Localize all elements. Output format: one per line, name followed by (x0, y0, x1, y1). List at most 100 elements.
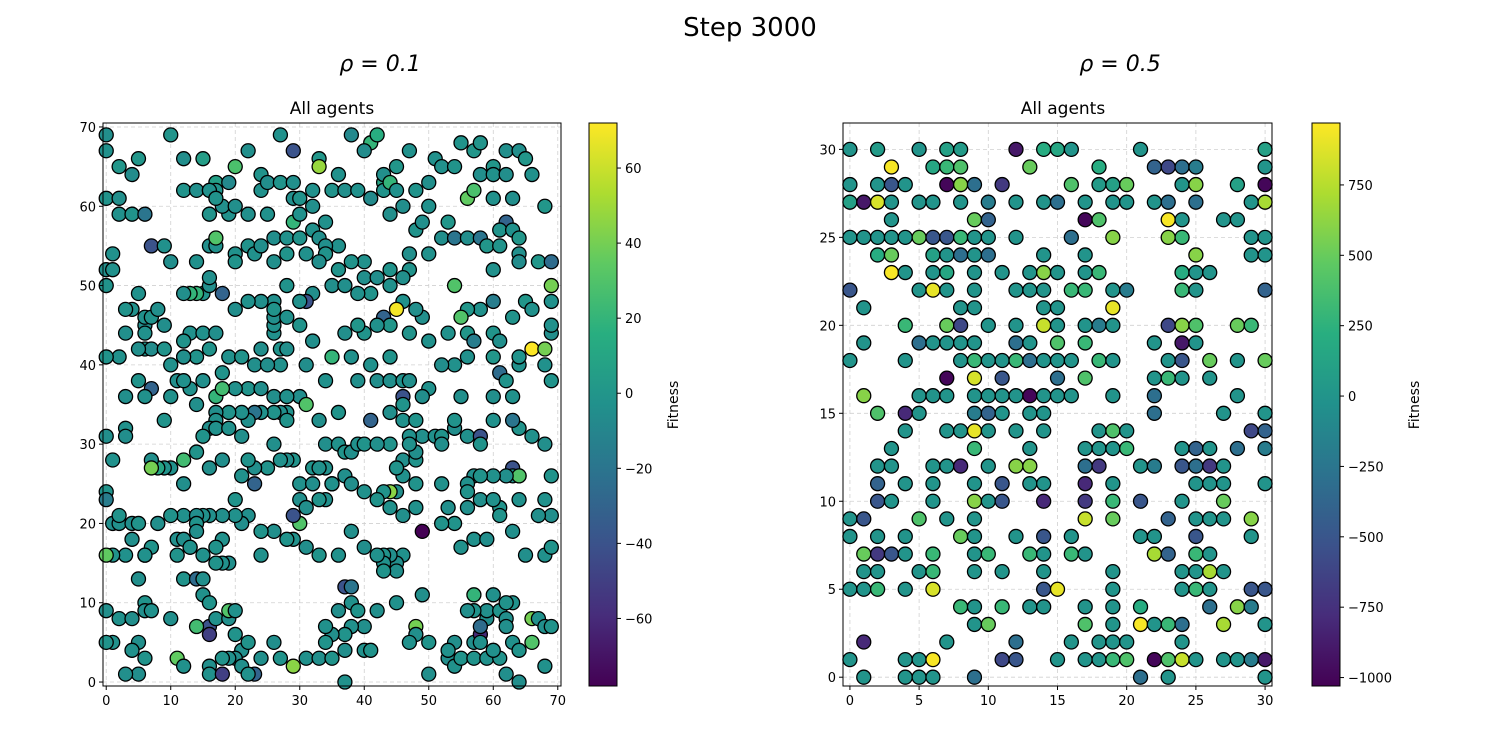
scatter-point-left-169 (317, 214, 334, 230)
scatter-point-right-211 (1215, 405, 1232, 421)
scatter-point-left-44 (504, 190, 521, 206)
scatter-point-right-71 (897, 229, 913, 246)
scatter-point-left-329 (479, 603, 495, 619)
scatter-point-left-554 (485, 166, 501, 183)
scatter-point-left-438 (414, 428, 430, 444)
scatter-point-left-349 (472, 618, 489, 635)
y-tick-label-left-2: 20 (79, 517, 96, 532)
scatter-point-left-561 (356, 254, 372, 270)
scatter-point-right-13 (939, 159, 955, 175)
x-tick-label-left-6: 60 (485, 694, 502, 709)
scatter-point-left-535 (208, 190, 224, 206)
panel-left-title: ρ = 0.1 (339, 52, 420, 77)
scatter-point-right-150 (939, 335, 955, 351)
scatter-point-left-12 (195, 151, 211, 167)
scatter-point-right-339 (1202, 581, 1218, 597)
colorbar-tick-label-left-4: 20 (625, 312, 642, 327)
scatter-point-left-381 (311, 547, 327, 563)
scatter-point-left-268 (195, 571, 211, 587)
x-tick-label-right-1: 5 (915, 694, 923, 709)
figure-suptitle: Step 3000 (683, 13, 817, 43)
scatter-point-left-285 (214, 666, 230, 682)
scatter-point-left-475 (504, 412, 521, 429)
scatter-point-left-330 (485, 587, 501, 603)
x-tick-label-right-6: 30 (1257, 694, 1274, 709)
scatter-point-right-52 (1119, 194, 1135, 210)
scatter-point-right-145 (1229, 317, 1246, 333)
scatter-point-right-332 (897, 581, 913, 597)
colorbar-left: −60 −40 −20 0 20 40 60 (588, 122, 652, 687)
scatter-point-left-303 (337, 626, 353, 643)
scatter-point-left-361 (408, 476, 424, 492)
scatter-point-left-277 (227, 603, 243, 619)
scatter-point-left-22 (330, 166, 347, 183)
scatter-point-right-257 (994, 476, 1010, 492)
scatter-point-right-353 (966, 616, 983, 633)
scatter-point-right-79 (1063, 229, 1079, 246)
scatter-point-left-382 (298, 539, 314, 555)
scatter-point-right-4 (952, 141, 969, 158)
scatter-point-right-24 (883, 176, 900, 193)
scatter-point-right-103 (1022, 264, 1038, 281)
scatter-point-right-313 (1146, 546, 1163, 562)
scatter-point-left-505 (234, 468, 250, 484)
scatter-point-left-193 (279, 309, 295, 325)
scatter-point-right-188 (911, 388, 927, 404)
scatter-point-right-307 (966, 546, 983, 562)
scatter-point-left-104 (324, 349, 340, 365)
scatter-point-right-363 (856, 634, 872, 650)
scatter-point-left-309 (343, 579, 360, 595)
scatter-point-right-221 (1105, 423, 1121, 439)
scatter-point-right-171 (1091, 352, 1107, 369)
scatter-point-right-57 (1257, 194, 1273, 210)
scatter-point-left-129 (188, 396, 205, 413)
scatter-point-left-460 (485, 468, 501, 484)
scatter-point-left-73 (440, 325, 456, 341)
scatter-point-right-292 (897, 528, 913, 545)
scatter-point-right-162 (952, 352, 969, 369)
scatter-point-right-213 (897, 423, 913, 439)
scatter-point-right-16 (1091, 159, 1107, 175)
scatter-point-right-364 (939, 634, 955, 650)
scatter-point-right-289 (1243, 511, 1259, 527)
scatter-point-right-329 (842, 581, 858, 597)
scatter-point-left-247 (117, 547, 134, 563)
scatter-point-left-241 (111, 507, 127, 524)
scatter-point-left-106 (330, 262, 347, 278)
scatter-point-left-231 (130, 373, 147, 389)
scatter-point-right-182 (1077, 370, 1093, 386)
scatter-point-left-215 (208, 420, 224, 436)
scatter-point-right-285 (1160, 511, 1176, 527)
scatter-point-left-443 (459, 428, 476, 444)
scatter-point-left-358 (414, 587, 430, 603)
scatter-point-right-383 (1160, 651, 1176, 668)
colorbar-tick-label-left-5: 40 (625, 237, 642, 252)
scatter-point-left-177 (201, 269, 218, 286)
scatter-point-left-553 (472, 166, 489, 183)
scatter-point-right-374 (925, 651, 941, 668)
scatter-point-left-28 (388, 158, 405, 175)
scatter-point-right-387 (1229, 651, 1246, 668)
scatter-point-left-414 (292, 476, 308, 492)
scatter-point-left-346 (485, 642, 501, 658)
scatter-point-left-560 (356, 269, 372, 286)
scatter-point-right-26 (939, 176, 955, 193)
scatter-point-left-259 (130, 666, 147, 682)
scatter-point-right-331 (869, 581, 886, 597)
colorbar-tick-label-left-3: 0 (625, 387, 633, 402)
scatter-point-left-306 (317, 634, 334, 651)
scatter-point-left-34 (453, 135, 469, 151)
scatter-point-left-296 (324, 650, 340, 666)
scatter-point-right-58 (883, 212, 900, 228)
scatter-point-right-22 (842, 176, 858, 193)
scatter-point-right-143 (1174, 317, 1190, 333)
scatter-point-right-367 (1091, 634, 1107, 650)
scatter-point-right-258 (1022, 476, 1038, 492)
scatter-point-left-40 (517, 151, 534, 167)
scatter-point-right-154 (1022, 335, 1038, 351)
scatter-point-right-311 (1063, 546, 1079, 562)
scatter-point-left-393 (227, 492, 243, 508)
scatter-point-left-107 (324, 277, 340, 294)
scatter-point-right-295 (1008, 528, 1024, 545)
scatter-point-right-195 (1022, 388, 1038, 404)
